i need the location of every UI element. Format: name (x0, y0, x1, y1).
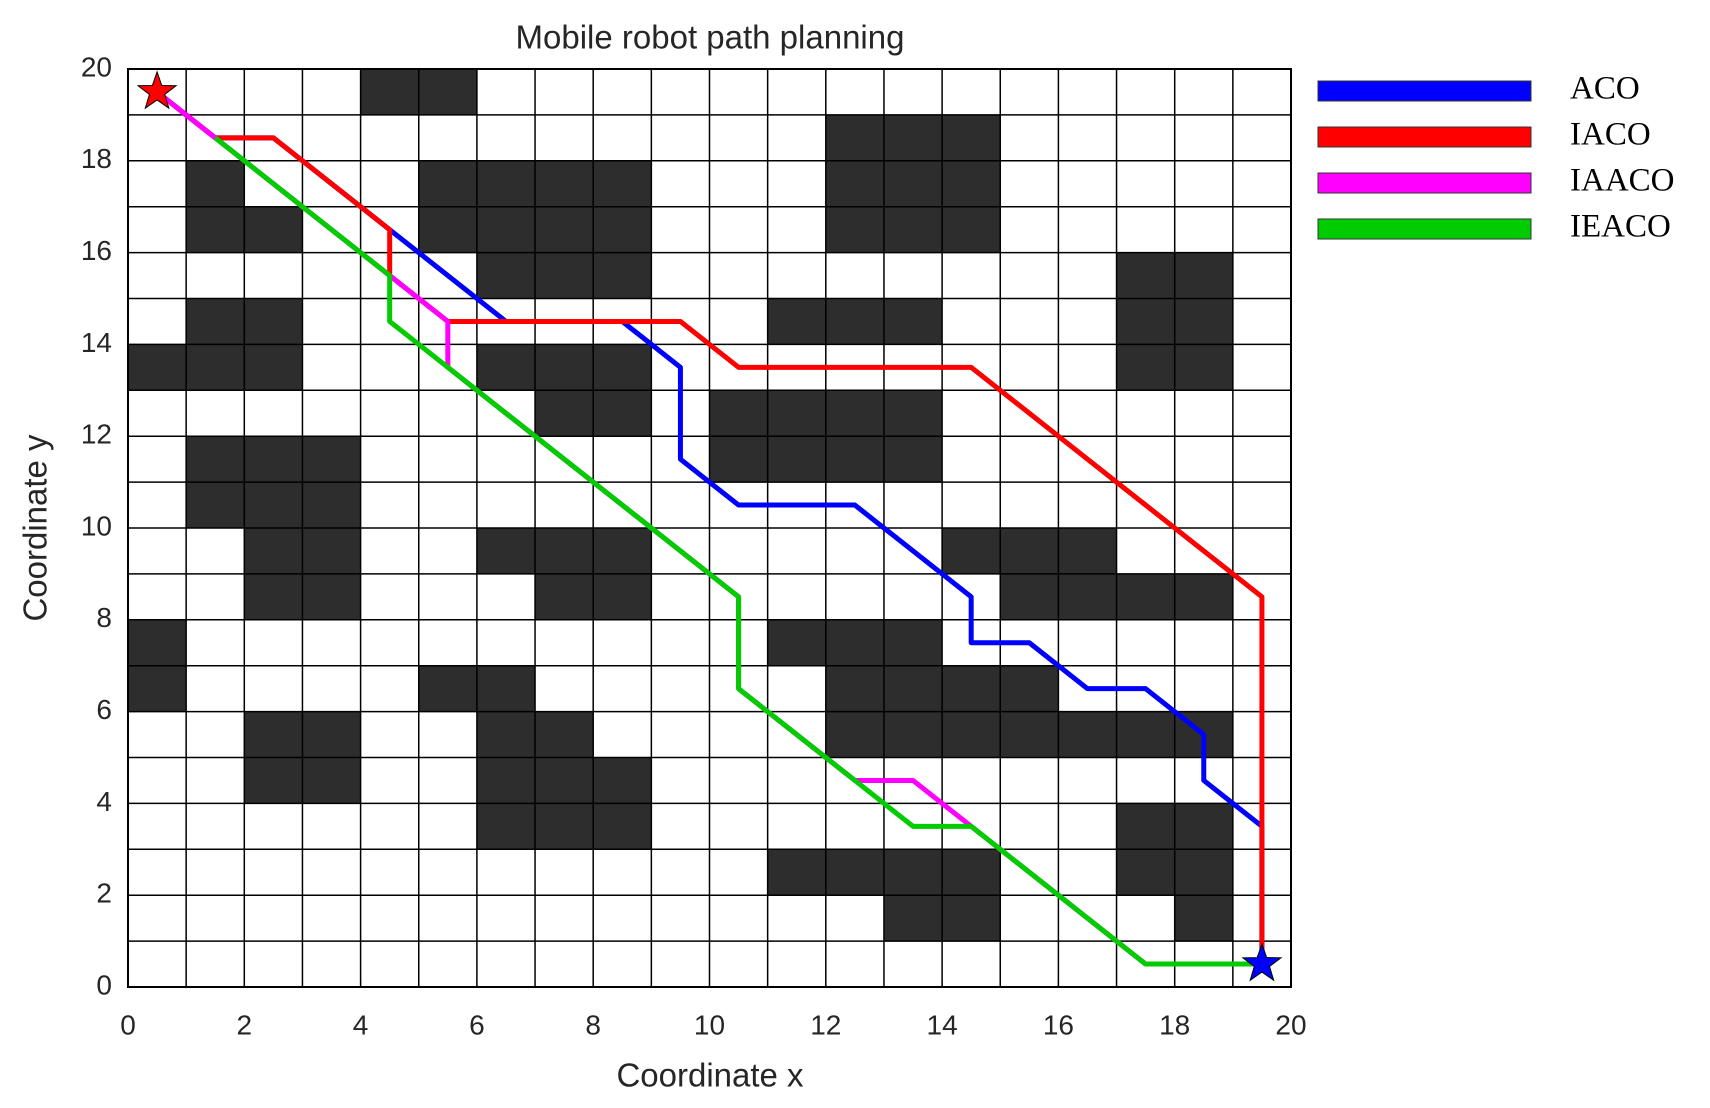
x-tick-label: 8 (585, 1009, 601, 1040)
obstacle (825, 160, 1001, 207)
obstacle (128, 344, 303, 391)
obstacle (1174, 895, 1233, 942)
obstacle (476, 803, 652, 850)
obstacle (476, 528, 652, 574)
obstacle (476, 757, 652, 804)
y-tick-label: 12 (81, 419, 112, 450)
legend-label: IACO (1570, 117, 1651, 153)
y-tick-label: 16 (81, 235, 112, 266)
plot-frame (127, 68, 1292, 988)
x-tick-label: 12 (810, 1009, 841, 1040)
path-line (213, 135, 1262, 967)
star-marker (136, 70, 178, 110)
legend-swatch (1317, 80, 1532, 102)
obstacle (825, 206, 1001, 253)
y-tick-label: 20 (81, 51, 112, 82)
legend-label: IAACO (1570, 163, 1675, 199)
y-tick-label: 10 (81, 510, 112, 541)
y-tick-label: 2 (96, 878, 112, 909)
y-tick-label: 4 (96, 786, 112, 817)
obstacle (128, 665, 187, 712)
y-tick-label: 6 (96, 694, 112, 725)
x-tick-label: 4 (353, 1009, 369, 1040)
x-tick-label: 14 (927, 1009, 958, 1040)
obstacle (476, 252, 652, 299)
y-tick-label: 0 (96, 969, 112, 1000)
legend-swatch (1317, 126, 1532, 148)
x-tick-label: 2 (237, 1009, 253, 1040)
obstacle (825, 114, 1001, 161)
obstacle (942, 528, 1117, 574)
x-tick-label: 20 (1275, 1009, 1306, 1040)
x-tick-label: 6 (469, 1009, 485, 1040)
obstacle (476, 344, 652, 391)
obstacle (128, 619, 187, 666)
obstacle (186, 160, 245, 207)
x-tick-label: 16 (1043, 1009, 1074, 1040)
y-tick-label: 8 (96, 602, 112, 633)
obstacle (825, 711, 1233, 758)
obstacle (186, 436, 361, 483)
obstacle (767, 619, 943, 666)
obstacle (186, 482, 361, 528)
star-marker (1241, 942, 1283, 982)
y-axis-label: Coordinate y (17, 434, 54, 622)
x-tick-label: 10 (694, 1009, 725, 1040)
y-tick-label: 18 (81, 143, 112, 174)
legend-label: IEACO (1570, 209, 1671, 245)
legend-swatch (1317, 172, 1532, 194)
x-axis-label: Coordinate x (616, 1057, 804, 1094)
chart-title: Mobile robot path planning (516, 19, 905, 56)
y-tick-label: 14 (81, 327, 112, 358)
obstacle (767, 298, 943, 345)
legend-swatch (1317, 218, 1532, 240)
legend-label: ACO (1570, 71, 1640, 107)
x-tick-label: 18 (1159, 1009, 1190, 1040)
x-tick-label: 0 (120, 1009, 136, 1040)
